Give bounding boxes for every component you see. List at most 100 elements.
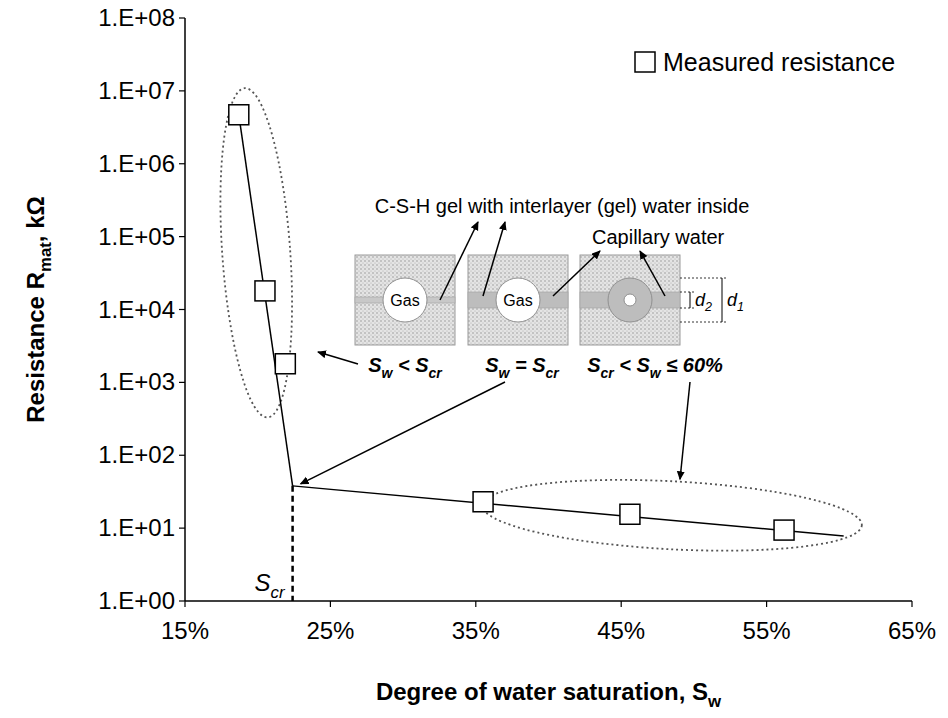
gas-label: Gas <box>503 292 532 309</box>
data-point <box>255 281 275 301</box>
text-part: S <box>587 354 601 376</box>
legend-marker <box>635 52 655 72</box>
gel-label: C-S-H gel with interlayer (gel) water in… <box>375 195 750 217</box>
y-tick <box>179 90 185 91</box>
subscript: cr <box>271 583 286 602</box>
gas-bubble <box>624 294 636 306</box>
y-tick-label: 1.E+02 <box>98 441 175 468</box>
y-tick-label: 1.E+01 <box>98 514 175 541</box>
y-tick-label: 1.E+04 <box>98 296 175 323</box>
y-tick-label: 1.E+07 <box>98 77 175 104</box>
x-tick-label: 35% <box>452 617 500 644</box>
x-axis-title: Degree of water saturation, Sw <box>376 678 722 711</box>
arrow <box>301 382 505 484</box>
subscript: cr <box>429 365 444 381</box>
text-part: , kΩ <box>22 196 49 242</box>
text-part: < S <box>614 354 651 376</box>
text-part: = S <box>509 354 546 376</box>
text-part: ≤ 60% <box>661 354 723 376</box>
water-pore <box>608 278 652 322</box>
pore-panel <box>580 255 680 345</box>
x-tick-label: 65% <box>888 617 936 644</box>
dimension-guide <box>680 322 726 323</box>
region-label: Scr < Sw ≤ 60% <box>587 354 723 381</box>
arrow <box>640 251 665 296</box>
pore-panel <box>468 255 568 345</box>
dimension-guide <box>680 308 694 309</box>
data-group <box>229 105 844 601</box>
arrow <box>440 222 478 300</box>
arrow <box>680 382 690 479</box>
text-part: Gas <box>503 292 532 309</box>
capillary-channel <box>580 292 680 308</box>
text-part: S <box>255 569 271 596</box>
x-axis <box>185 600 912 602</box>
s-cr-label: Scr <box>255 569 286 602</box>
subscript: w <box>707 692 722 711</box>
dimension-guide <box>680 278 726 279</box>
data-point <box>473 492 493 512</box>
data-point <box>774 520 794 540</box>
y-tick <box>179 236 185 237</box>
x-tick <box>766 601 767 607</box>
subscript: mat <box>36 242 55 272</box>
text-part: Degree of water saturation, S <box>376 678 708 705</box>
fit-line <box>239 115 293 486</box>
y-tick <box>179 163 185 164</box>
gas-pore <box>496 278 540 322</box>
dimension-label: d2 <box>695 290 712 314</box>
y-axis-title: Resistance Rmat, kΩ <box>22 196 55 423</box>
text-part: S <box>368 354 382 376</box>
dimension-label: d1 <box>727 290 744 314</box>
region-ellipse <box>481 471 864 559</box>
chart: 1.E+00 1.E+01 1.E+02 1.E+03 1.E+04 1.E+05 1.E+… <box>0 0 948 718</box>
subscript: 1 <box>737 300 744 314</box>
y-tick <box>179 382 185 383</box>
x-tick-label: 45% <box>597 617 645 644</box>
y-tick <box>179 309 185 310</box>
data-point <box>229 105 249 125</box>
y-tick <box>179 17 185 18</box>
x-tick-label: 15% <box>161 617 209 644</box>
dimension-line <box>722 278 723 322</box>
s-cr-line <box>291 486 294 601</box>
legend-label: Measured resistance <box>663 48 895 76</box>
x-tick <box>184 601 185 607</box>
text-part: Capillary water <box>592 226 725 248</box>
subscript: cr <box>546 365 561 381</box>
y-tick <box>179 528 185 529</box>
text-part: S <box>485 354 499 376</box>
text-part: C-S-H gel with interlayer (gel) water in… <box>375 195 750 217</box>
capillary-label: Capillary water <box>592 226 725 248</box>
text-part: Gas <box>390 292 419 309</box>
data-point <box>620 504 640 524</box>
y-tick-label: 1.E+08 <box>98 4 175 31</box>
data-point <box>275 354 295 374</box>
dimension-line <box>690 292 691 308</box>
text-part: Resistance R <box>22 272 49 423</box>
y-tick <box>179 600 185 601</box>
dimension-guide <box>680 292 694 293</box>
x-tick <box>330 601 331 607</box>
y-tick <box>179 455 185 456</box>
x-tick <box>475 601 476 607</box>
text-part: < S <box>392 354 429 376</box>
region-ellipse <box>211 86 302 420</box>
fit-line <box>293 486 844 536</box>
region-label: Sw < Scr <box>368 354 443 381</box>
x-tick-label: 55% <box>743 617 791 644</box>
x-tick-label: 25% <box>306 617 354 644</box>
arrow <box>483 222 505 296</box>
arrow <box>553 251 600 296</box>
y-tick-label: 1.E+05 <box>98 223 175 250</box>
y-tick-label: 1.E+06 <box>98 150 175 177</box>
gas-label: Gas <box>390 292 419 309</box>
arrow <box>318 352 358 364</box>
x-tick <box>911 601 912 607</box>
x-tick <box>621 601 622 607</box>
region-label: Sw = Scr <box>485 354 560 381</box>
y-tick-label: 1.E+00 <box>98 587 175 614</box>
subscript: 2 <box>704 300 712 314</box>
gas-pore <box>383 278 427 322</box>
y-tick-label: 1.E+03 <box>98 368 175 395</box>
